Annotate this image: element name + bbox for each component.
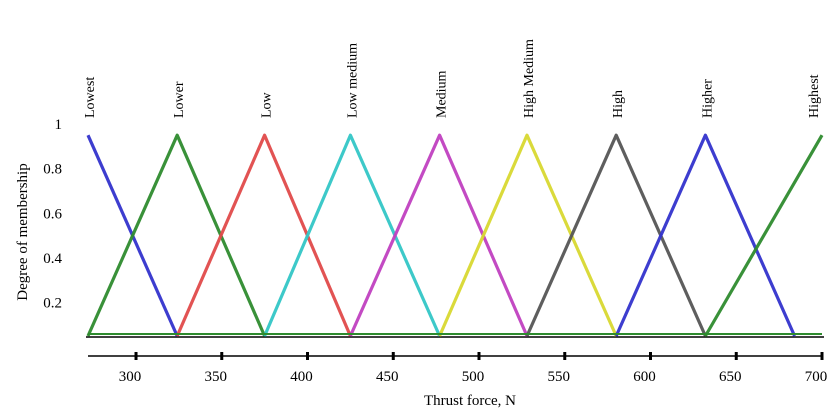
x-axis-title: Thrust force, N — [424, 393, 516, 409]
x-tick-label: 300 — [119, 369, 142, 385]
y-axis-title: Degree of membership — [15, 163, 31, 300]
y-tick-label: 0.8 — [43, 162, 62, 178]
series-line-low-medium — [263, 133, 442, 337]
mf-label: Low medium — [345, 43, 360, 118]
y-tick-label: 0.2 — [43, 296, 62, 312]
mf-label: High Medium — [522, 39, 537, 118]
mf-label: Medium — [435, 70, 450, 118]
mf-label: Lowest — [83, 77, 98, 118]
x-tick-label: 350 — [205, 369, 228, 385]
mf-label: High — [611, 90, 626, 118]
x-tick-label: 600 — [633, 369, 656, 385]
series-line-higher — [614, 133, 797, 337]
x-tick-label: 400 — [290, 369, 313, 385]
mf-label: Low — [260, 91, 275, 118]
series-line-low — [175, 133, 352, 337]
y-tick-label: 0.4 — [43, 251, 62, 267]
x-tick-label: 650 — [719, 369, 742, 385]
x-tick-label: 500 — [462, 369, 485, 385]
x-axis: 300 350 400 450 500 550 600 650 700 — [88, 352, 827, 385]
series-line-high-medium — [438, 133, 618, 337]
y-axis: 0.2 0.4 0.6 0.8 1 — [43, 117, 62, 312]
mf-labels: Lowest Lower Low Low medium Medium High Mediu… — [83, 39, 822, 118]
series-line-high — [525, 133, 707, 337]
series-group — [86, 133, 824, 337]
x-tick-label: 700 — [805, 369, 828, 385]
x-tick-label: 450 — [376, 369, 399, 385]
y-tick-label: 0.6 — [43, 206, 62, 222]
series-line-highest — [704, 134, 824, 337]
series-line-medium — [348, 133, 529, 337]
mf-label: Higher — [700, 79, 715, 118]
y-tick-label: 1 — [55, 117, 63, 133]
x-tick-label: 550 — [548, 369, 571, 385]
series-line-lower — [86, 133, 267, 337]
mf-label: Lower — [172, 81, 187, 118]
mf-label: Highest — [807, 74, 822, 118]
